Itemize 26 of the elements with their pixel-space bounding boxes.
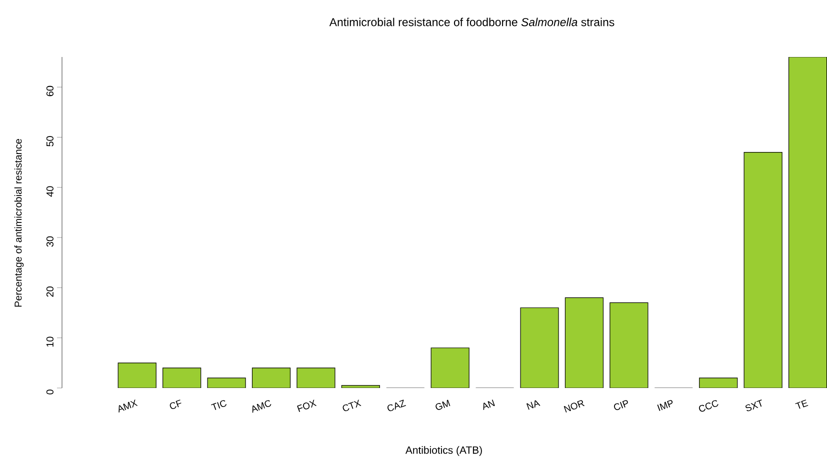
y-tick-label: 20 xyxy=(46,286,54,297)
x-tick-label: CF xyxy=(170,400,182,409)
x-tick-label: NOR xyxy=(564,400,585,412)
x-tick-label: CAZ xyxy=(387,400,406,412)
x-tick-label: SXT xyxy=(746,399,762,412)
x-tick-label: TIC xyxy=(211,400,226,410)
y-tick-label: 30 xyxy=(46,236,54,247)
x-tick-label: AN xyxy=(483,400,495,410)
x-tick-label: FOX xyxy=(297,400,317,412)
chart-title: Antimicrobial resistance of foodborne Salmonella strains xyxy=(329,18,614,26)
y-axis-title: Percentage of antimicrobial resistance xyxy=(14,138,24,307)
y-tick-label: 50 xyxy=(46,136,54,146)
x-tick-label: TE xyxy=(795,399,808,409)
x-tick-label: GM xyxy=(436,400,450,410)
x-tick-label: NA xyxy=(526,400,540,410)
y-tick-label: 60 xyxy=(46,86,54,96)
x-tick-label: CIP xyxy=(614,400,628,410)
x-tick-label: CCC xyxy=(698,400,718,412)
x-tick-label: AMC xyxy=(252,400,272,413)
x-tick-label: CTX xyxy=(342,400,362,412)
x-tick-label: IMP xyxy=(657,400,673,411)
x-axis-title: Antibiotics (ATB) xyxy=(405,446,482,456)
y-tick-label: 10 xyxy=(46,336,54,347)
x-tick-label: AMX xyxy=(118,399,138,412)
y-tick-label: 40 xyxy=(46,186,54,197)
y-tick-label: 0 xyxy=(46,390,54,394)
